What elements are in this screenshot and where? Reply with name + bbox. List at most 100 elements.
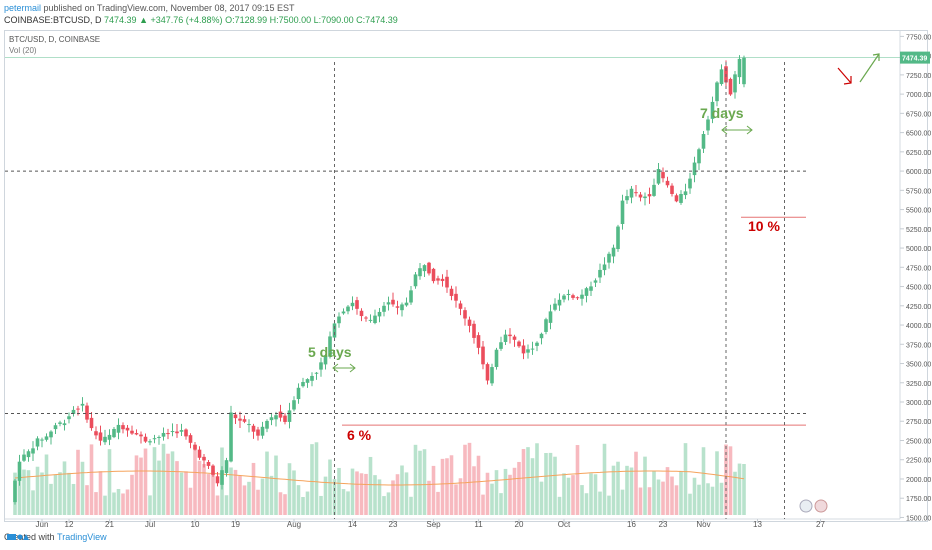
volume-bar — [440, 458, 445, 515]
author-link[interactable]: petermail — [4, 3, 42, 13]
volume-bar — [179, 472, 184, 515]
candle-body — [593, 280, 598, 283]
volume-bar — [656, 479, 661, 515]
candle-body — [467, 319, 472, 326]
candle-body — [710, 101, 715, 119]
candle-body — [445, 276, 449, 288]
price-tick-label: 7750.00 — [906, 34, 931, 41]
candle-body — [62, 423, 67, 426]
volume-bar — [607, 495, 611, 515]
volume-bar — [382, 496, 386, 515]
candle-body — [260, 426, 265, 436]
candle-body — [503, 334, 508, 342]
5-days-label: 5 days — [308, 344, 352, 360]
volume-bar — [242, 485, 247, 515]
candle-body — [107, 434, 112, 440]
volume-bar — [697, 484, 701, 515]
candle-body — [404, 302, 409, 306]
price-tick-label: 3000.00 — [906, 400, 931, 407]
candle-body — [413, 274, 418, 287]
candle-body — [44, 436, 49, 440]
candle-body — [436, 278, 440, 281]
price-tick-label: 2500.00 — [906, 438, 931, 445]
event-icon — [799, 499, 813, 513]
candle-body — [458, 303, 463, 309]
volume-bar — [683, 443, 688, 515]
candle-body — [377, 311, 382, 317]
volume-bar — [485, 472, 490, 515]
volume-bar — [305, 491, 310, 515]
candle-body — [179, 430, 184, 432]
volume-bar — [706, 483, 710, 515]
up-projection-arrow — [859, 53, 880, 83]
candle-body — [490, 367, 494, 384]
price-tick-label: 3500.00 — [906, 362, 931, 369]
candle-body — [422, 265, 427, 272]
time-tick-label: 10 — [191, 520, 200, 529]
candle-body — [440, 278, 445, 282]
volume-bar — [116, 488, 121, 515]
volume-bar — [251, 462, 256, 515]
volume-bar — [620, 489, 625, 515]
candle-body — [328, 336, 332, 357]
volume-bar — [598, 491, 602, 515]
time-tick-label: 16 — [627, 520, 636, 529]
time-tick-label: 12 — [65, 520, 74, 529]
candle-body — [386, 302, 391, 305]
candle-body — [616, 226, 620, 250]
volume-bar — [391, 480, 395, 515]
candle-body — [283, 415, 287, 422]
volume-bar — [260, 478, 265, 515]
candle-body — [481, 346, 485, 365]
price-tick-label: 6250.00 — [906, 150, 931, 157]
volume-bar — [715, 451, 719, 515]
tradingview-brand[interactable]: TradingView — [57, 532, 107, 542]
volume-bar — [679, 470, 683, 515]
volume-bar — [503, 468, 508, 515]
candle-body — [206, 462, 211, 466]
volume-bar — [202, 464, 206, 515]
volume-bar — [103, 495, 107, 515]
volume-bar — [427, 480, 431, 515]
candle-body — [224, 460, 229, 474]
candle-body — [242, 419, 247, 422]
candle-body — [121, 425, 125, 430]
volume-bar — [476, 455, 481, 515]
symbol-line: COINBASE:BTCUSD, D 7474.39 ▲ +347.76 (+4… — [4, 15, 398, 25]
volume-bar — [661, 481, 665, 515]
candle-body — [553, 303, 557, 310]
volume-bar — [40, 472, 44, 515]
candle-body — [346, 306, 350, 312]
volume-bar — [175, 461, 179, 515]
volume-bar — [296, 485, 301, 515]
volume-bar — [521, 449, 526, 515]
volume-bar — [283, 494, 287, 515]
volume-bar — [562, 473, 566, 515]
volume-bar — [350, 468, 355, 515]
candle-body — [688, 178, 692, 189]
volume-bar — [629, 467, 634, 515]
candle-body — [251, 425, 256, 432]
volume-bar — [575, 445, 580, 515]
volume-bar — [409, 496, 413, 515]
candle-body — [418, 268, 422, 277]
candle-body — [512, 336, 517, 340]
volume-bar — [247, 481, 251, 515]
candle-body — [526, 349, 530, 353]
candle-body — [535, 342, 539, 346]
volume-bar — [472, 466, 476, 515]
candle-body — [665, 180, 670, 186]
volume-bar — [341, 489, 346, 515]
volume-bar — [670, 476, 674, 515]
volume-bar — [94, 492, 98, 515]
candle-body — [607, 253, 611, 263]
candle-body — [53, 425, 58, 430]
candle-body — [494, 349, 499, 367]
candle-body — [539, 333, 544, 339]
volume-bar — [269, 475, 274, 515]
candle-body — [431, 268, 436, 282]
candle-body — [314, 372, 319, 374]
volume-bar — [319, 495, 323, 515]
volume-bar — [719, 482, 724, 515]
